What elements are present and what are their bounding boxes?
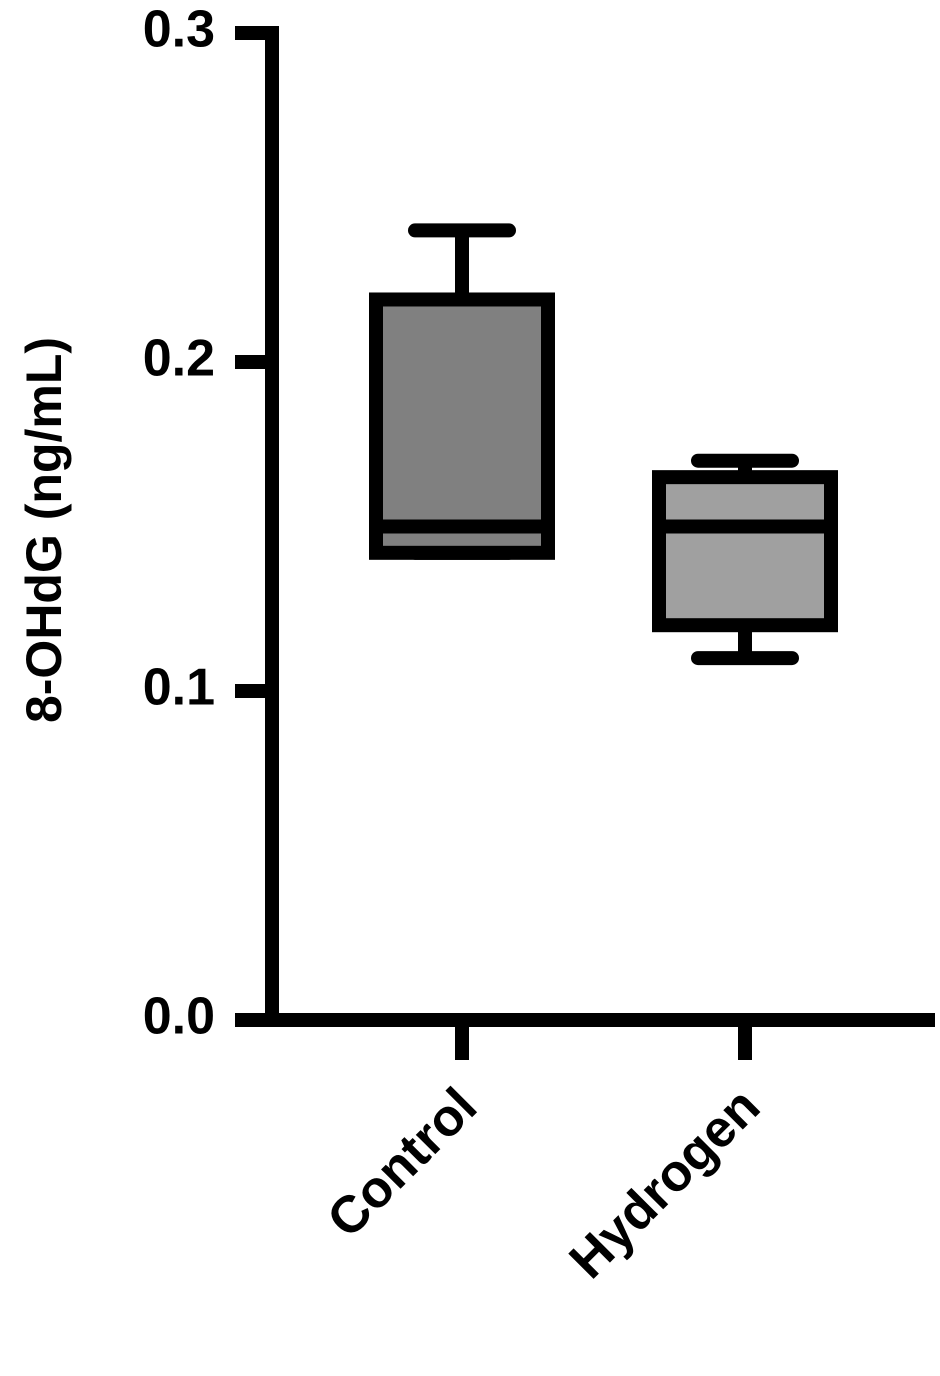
- box: [652, 470, 838, 633]
- x-tick-label: Control: [316, 1077, 488, 1249]
- y-tick-label: 0.1: [143, 659, 215, 717]
- y-tick-label: 0.3: [143, 1, 215, 59]
- y-axis-label: 8-OHdG (ng/mL): [16, 337, 72, 723]
- y-tick-label: 0.0: [143, 988, 215, 1046]
- x-tick-label: Hydrogen: [559, 1077, 772, 1290]
- box: [369, 292, 555, 560]
- y-tick-label: 0.2: [143, 330, 215, 388]
